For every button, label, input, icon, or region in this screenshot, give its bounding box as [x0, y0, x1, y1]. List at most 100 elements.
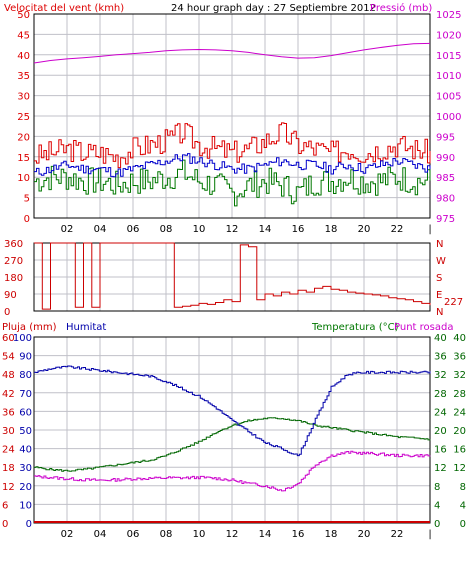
wind-tick-label: 45: [17, 30, 30, 41]
wind-tick-label: 25: [17, 112, 30, 123]
temperature-tick-label: 32: [434, 370, 447, 381]
pressure-tick-label: 975: [436, 214, 455, 225]
temperature-tick-label: 16: [434, 445, 447, 456]
humidity-tick-label: 70: [19, 389, 32, 400]
dew-point-tick-label: 20: [453, 426, 466, 437]
x-tick-label: 06: [127, 224, 140, 235]
series-wind-avg-line: [34, 153, 431, 178]
x-tick-label: 12: [226, 529, 239, 540]
humidity-tick-label: 60: [19, 407, 32, 418]
compass-tick-label: W: [436, 256, 446, 267]
wind-tick-label: 50: [17, 10, 30, 21]
x-tick-label: 08: [160, 224, 173, 235]
pressure-tick-label: 1020: [436, 30, 461, 41]
x-tick-label: 02: [61, 224, 74, 235]
x-tick-label: 10: [193, 529, 206, 540]
pressure-tick-label: 1005: [436, 92, 461, 103]
rain-tick-label: 48: [2, 370, 15, 381]
humidity-tick-label: 10: [19, 500, 32, 511]
temperature-tick-label: 40: [434, 333, 447, 344]
humidity-axis-title: Humitat: [66, 322, 106, 333]
humidity-tick-label: 20: [19, 482, 32, 493]
pressure-axis-title: Pressió (mb): [370, 2, 432, 14]
direction-tick-label: 0: [4, 307, 10, 318]
direction-tick-label: 360: [4, 239, 23, 250]
pressure-tick-label: 1015: [436, 51, 461, 62]
rain-tick-label: 42: [2, 389, 15, 400]
pressure-tick-label: 1000: [436, 112, 461, 123]
series-temperature-line: [34, 417, 431, 472]
rain-tick-label: 6: [2, 500, 8, 511]
dew-point-tick-label: 12: [453, 463, 466, 474]
series-wind-speed-line: [34, 122, 431, 169]
x-tick-label: 08: [160, 529, 173, 540]
x-tick-label: 02: [61, 529, 74, 540]
x-tick-label: |: [428, 224, 431, 235]
temperature-tick-label: 8: [434, 482, 440, 493]
humidity-tick-label: 50: [19, 426, 32, 437]
temperature-axis-title: Temperatura (°C): [311, 322, 399, 333]
pressure-tick-label: 990: [436, 153, 455, 164]
rain-tick-label: 36: [2, 407, 15, 418]
rain-axis-title: Pluja (mm): [2, 322, 57, 333]
temperature-tick-label: 28: [434, 389, 447, 400]
x-tick-label: 22: [391, 529, 404, 540]
direction-current-value: 227: [444, 297, 463, 308]
rain-tick-label: 24: [2, 445, 15, 456]
series-wind-direction-line: [34, 242, 431, 310]
x-tick-label: 06: [127, 529, 140, 540]
wind-tick-label: 40: [17, 51, 30, 62]
rain-tick-label: 18: [2, 463, 15, 474]
wind-tick-label: 5: [24, 194, 30, 205]
rain-tick-label: 0: [2, 519, 8, 530]
x-tick-label: 14: [259, 529, 272, 540]
x-tick-label: 14: [259, 224, 272, 235]
chart-title: 24 hour graph day : 27 Septiembre 2012: [171, 3, 376, 14]
dew-point-tick-label: 16: [453, 445, 466, 456]
dew-point-tick-label: 40: [453, 333, 466, 344]
series-pressure-line: [33, 42, 431, 64]
wind-axis-title: Velocitat del vent (kmh): [4, 3, 124, 14]
dew-point-axis-title: Punt rosada: [394, 322, 453, 333]
x-tick-label: 20: [358, 224, 371, 235]
wind-tick-label: 15: [17, 153, 30, 164]
dew-point-tick-label: 4: [460, 500, 466, 511]
x-tick-label: 18: [325, 529, 338, 540]
rain-tick-label: 30: [2, 426, 15, 437]
direction-tick-label: 90: [4, 290, 17, 301]
x-tick-label: 16: [292, 224, 305, 235]
x-tick-label: 10: [193, 224, 206, 235]
x-tick-label: 18: [325, 224, 338, 235]
compass-tick-label: S: [436, 273, 442, 284]
plot-frame: [33, 13, 431, 219]
pressure-tick-label: 995: [436, 132, 455, 143]
dew-point-tick-label: 0: [460, 519, 466, 530]
humidity-tick-label: 100: [13, 333, 32, 344]
dew-point-tick-label: 24: [453, 407, 466, 418]
pressure-tick-label: 985: [436, 173, 455, 184]
compass-tick-label: E: [436, 290, 442, 301]
humidity-tick-label: 80: [19, 370, 32, 381]
rain-tick-label: 60: [2, 333, 15, 344]
series-dew-point-line: [34, 450, 431, 492]
wind-pressure-panel: 0510152025303540455097598098599099510001…: [17, 10, 461, 235]
x-tick-label: 04: [94, 224, 107, 235]
humidity-tick-label: 40: [19, 445, 32, 456]
dew-point-tick-label: 36: [453, 352, 466, 363]
x-tick-label: 04: [94, 529, 107, 540]
plot-frame: [33, 242, 431, 312]
temperature-tick-label: 0: [434, 519, 440, 530]
wind-tick-label: 20: [17, 132, 30, 143]
series-humidity-line: [34, 365, 431, 457]
wind-tick-label: 0: [24, 214, 30, 225]
wind-tick-label: 30: [17, 92, 30, 103]
compass-tick-label: N: [436, 307, 443, 318]
temperature-tick-label: 4: [434, 500, 440, 511]
wind-tick-label: 10: [17, 173, 30, 184]
direction-tick-label: 180: [4, 273, 23, 284]
dew-point-tick-label: 28: [453, 389, 466, 400]
x-tick-label: 20: [358, 529, 371, 540]
